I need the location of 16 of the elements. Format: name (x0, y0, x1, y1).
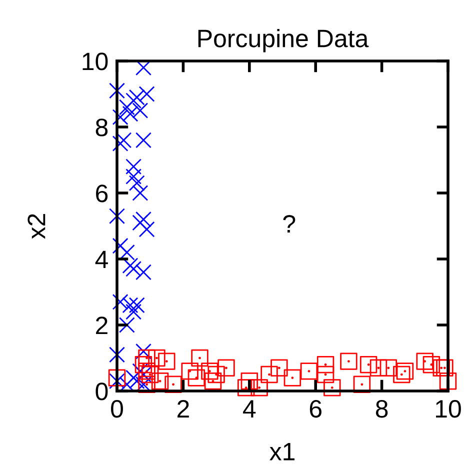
y-tick-label: 4 (95, 250, 108, 268)
x-tick-label: 2 (178, 400, 189, 418)
y-tick-label: 8 (96, 118, 108, 136)
y-tick-label: 10 (82, 52, 108, 70)
y-tick-label: 2 (96, 316, 108, 334)
x-axis-title: x1 (270, 443, 294, 460)
annotation: ? (283, 215, 296, 232)
x-tick-label: 8 (376, 400, 388, 418)
chart-title: Porcupine Data (198, 28, 369, 52)
y-tick-label: 6 (96, 184, 108, 202)
y-tick-label: 0 (96, 382, 108, 400)
x-tick-label: 6 (310, 400, 322, 418)
x-tick-label: 0 (111, 400, 123, 418)
x-tick-label: 4 (243, 400, 256, 418)
y-axis-title: x2 (28, 214, 46, 239)
x-tick-label: 10 (436, 400, 461, 418)
